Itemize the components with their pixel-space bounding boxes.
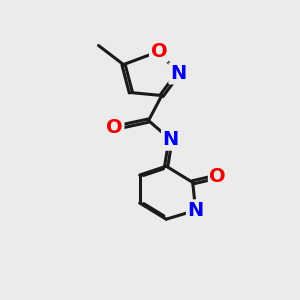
Text: N: N — [188, 201, 204, 220]
Text: O: O — [106, 118, 123, 137]
Text: N: N — [163, 130, 179, 149]
Text: N: N — [170, 64, 186, 83]
Text: O: O — [151, 42, 167, 61]
Text: O: O — [209, 167, 226, 186]
